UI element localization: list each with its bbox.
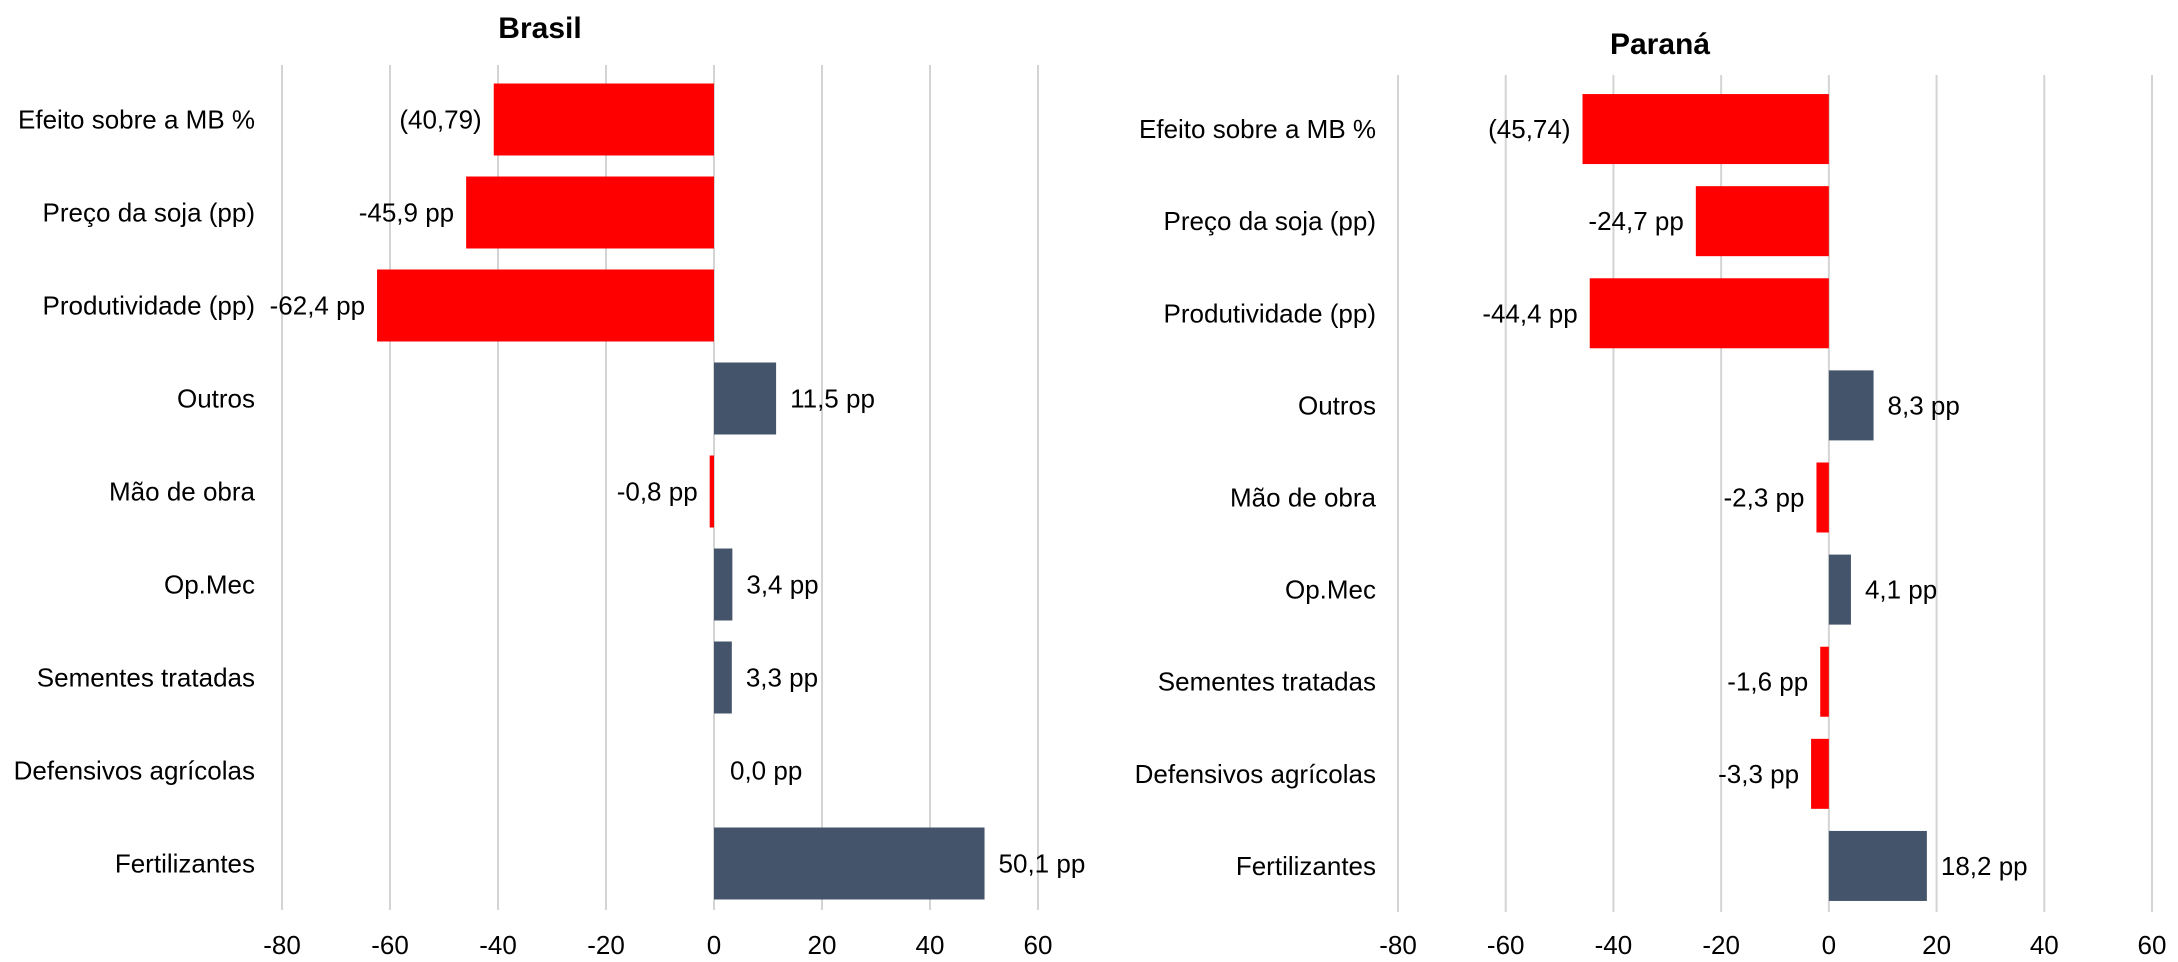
category-label: Produtividade (pp) <box>1164 298 1376 328</box>
bar <box>709 455 714 528</box>
category-label: Mão de obra <box>1230 483 1377 513</box>
category-label: Op.Mec <box>164 570 255 600</box>
x-tick-label: -40 <box>479 930 517 960</box>
bar <box>1828 830 1927 901</box>
x-tick-label: -40 <box>1595 930 1633 960</box>
x-tick-label: 20 <box>1922 930 1951 960</box>
category-label: Outros <box>177 384 255 414</box>
data-label: 4,1 pp <box>1865 575 1937 605</box>
x-tick-label: 40 <box>2030 930 2059 960</box>
data-label: 3,3 pp <box>746 663 818 693</box>
chart-parana: Paraná -80 -60 -40 -20 0 20 40 60 Efeito sobre a… <box>1135 28 2167 960</box>
category-label: Sementes tratadas <box>37 663 255 693</box>
category-label: Outros <box>1298 390 1376 420</box>
category-label: Sementes tratadas <box>1158 667 1376 697</box>
data-label: -2,3 pp <box>1724 483 1805 513</box>
category-label: Produtividade (pp) <box>43 291 255 321</box>
category-label: Defensivos agrícolas <box>14 756 255 786</box>
data-label: -44,4 pp <box>1482 298 1577 328</box>
x-tick-label: 0 <box>707 930 721 960</box>
category-label: Fertilizantes <box>115 849 255 879</box>
bar <box>1828 554 1851 625</box>
category-label: Preço da soja (pp) <box>43 198 255 228</box>
bar <box>1582 94 1829 165</box>
chart-brasil: Brasil -80 -60 -40 -20 0 20 40 60 Efeito sobre a… <box>14 12 1086 960</box>
chart-title: Brasil <box>498 12 581 45</box>
bar <box>466 176 714 249</box>
category-label: Op.Mec <box>1285 575 1376 605</box>
bar <box>1695 186 1829 257</box>
data-label: 11,5 pp <box>790 384 875 414</box>
bar <box>1811 738 1829 809</box>
x-tick-label: 0 <box>1822 930 1836 960</box>
data-label: -62,4 pp <box>270 291 365 321</box>
data-label: 18,2 pp <box>1941 851 2028 881</box>
x-tick-label: -80 <box>263 930 301 960</box>
x-tick-label: 20 <box>808 930 837 960</box>
x-tick-label: -60 <box>371 930 409 960</box>
data-label: -45,9 pp <box>359 198 454 228</box>
bar <box>714 827 985 900</box>
category-label: Preço da soja (pp) <box>1164 206 1376 236</box>
x-tick-label: -20 <box>587 930 625 960</box>
bar <box>1820 646 1829 717</box>
bar <box>1828 370 1874 441</box>
category-label: Mão de obra <box>109 477 256 507</box>
bar <box>714 362 777 435</box>
data-label: -0,8 pp <box>617 477 698 507</box>
bar <box>1816 462 1829 533</box>
x-tick-label: 60 <box>2138 930 2167 960</box>
x-tick-label: -20 <box>1702 930 1740 960</box>
category-label: Defensivos agrícolas <box>1135 759 1376 789</box>
data-label: 0,0 pp <box>730 756 802 786</box>
data-label: -24,7 pp <box>1588 206 1683 236</box>
category-label: Efeito sobre a MB % <box>18 105 255 135</box>
data-label: -3,3 pp <box>1718 759 1799 789</box>
bar <box>377 269 714 342</box>
x-tick-label: 60 <box>1024 930 1053 960</box>
chart-title: Paraná <box>1610 28 1710 61</box>
data-label: -1,6 pp <box>1727 667 1808 697</box>
data-label: (40,79) <box>399 105 481 135</box>
category-label: Fertilizantes <box>1236 851 1376 881</box>
x-tick-label: -60 <box>1487 930 1525 960</box>
data-label: 50,1 pp <box>999 849 1086 879</box>
bar <box>714 641 732 714</box>
x-tick-label: 40 <box>916 930 945 960</box>
data-label: 3,4 pp <box>746 570 818 600</box>
x-tick-label: -80 <box>1379 930 1417 960</box>
bar <box>1589 278 1829 349</box>
data-label: 8,3 pp <box>1888 390 1960 420</box>
category-label: Efeito sobre a MB % <box>1139 114 1376 144</box>
bar <box>714 548 733 621</box>
data-label: (45,74) <box>1488 114 1570 144</box>
bar <box>493 83 714 156</box>
